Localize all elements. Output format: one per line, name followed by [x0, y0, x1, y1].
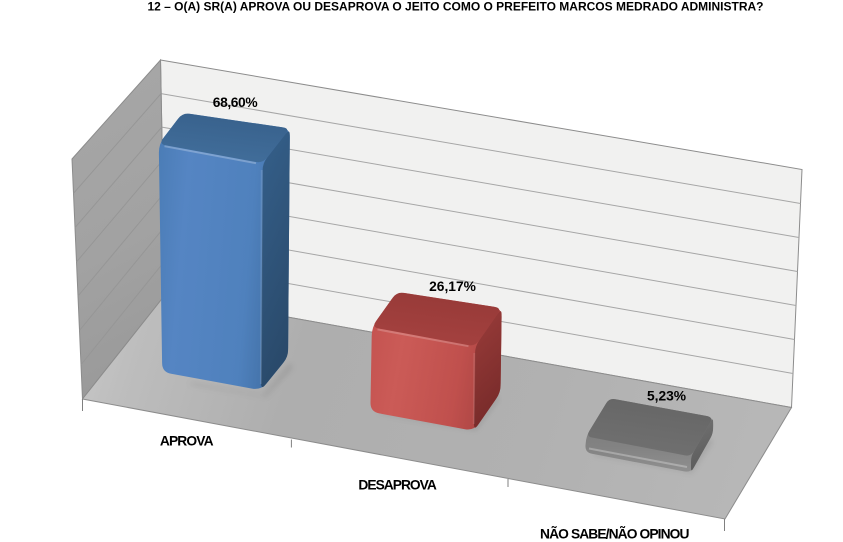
svg-text:DESAPROVA: DESAPROVA [358, 478, 436, 493]
svg-text:68,60%: 68,60% [213, 95, 258, 110]
svg-text:APROVA: APROVA [160, 434, 214, 449]
svg-text:5,23%: 5,23% [647, 388, 686, 403]
svg-text:26,17%: 26,17% [429, 279, 476, 294]
svg-text:12 – O(A) SR(A) APROVA OU DESA: 12 – O(A) SR(A) APROVA OU DESAPROVA O JE… [147, 0, 763, 14]
svg-text:NÃO SABE/NÃO OPINOU: NÃO SABE/NÃO OPINOU [540, 525, 689, 542]
